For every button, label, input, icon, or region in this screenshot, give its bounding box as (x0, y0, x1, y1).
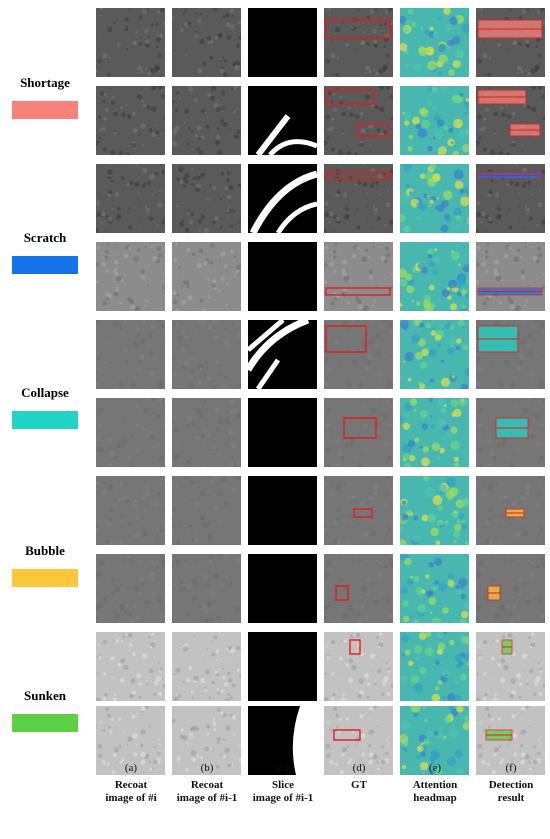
legend-swatch-bubble (12, 569, 78, 587)
legend-shortage: Shortage (0, 75, 90, 119)
legend-swatch-sunken (12, 714, 78, 732)
recoat-image-i (96, 476, 165, 545)
caption-col-a: (a) Recoat image of #i (105, 762, 157, 804)
slice-image (248, 242, 317, 311)
slice-image (248, 8, 317, 77)
attention-heatmap (400, 554, 469, 623)
slice-image (248, 398, 317, 467)
slice-image (248, 476, 317, 545)
legend-label-sunken: Sunken (24, 688, 66, 703)
gt-image (324, 164, 393, 233)
slice-image (248, 632, 317, 701)
slice-image (248, 164, 317, 233)
caption-col-f: (f) Detection result (488, 762, 534, 804)
attention-heatmap (400, 242, 469, 311)
attention-heatmap (400, 398, 469, 467)
recoat-image-i-minus-1 (172, 554, 241, 623)
detection-result (476, 706, 545, 775)
legend-swatch-shortage (12, 101, 78, 119)
detection-result (476, 86, 545, 155)
gt-image (324, 242, 393, 311)
detection-result (476, 8, 545, 77)
attention-heatmap (400, 476, 469, 545)
detection-result (476, 632, 545, 701)
detection-result (476, 554, 545, 623)
detection-result (476, 476, 545, 545)
detection-result (476, 398, 545, 467)
attention-heatmap (400, 632, 469, 701)
gt-image (324, 706, 393, 775)
recoat-image-i-minus-1 (172, 398, 241, 467)
attention-heatmap (400, 320, 469, 389)
caption-col-e: (e) Attention headmap (412, 762, 458, 804)
caption-col-d: (d) GT (351, 762, 367, 791)
recoat-image-i (96, 320, 165, 389)
recoat-image-i-minus-1 (172, 86, 241, 155)
gt-image (324, 86, 393, 155)
legend-label-shortage: Shortage (20, 75, 70, 90)
recoat-image-i-minus-1 (172, 320, 241, 389)
legend-bubble: Bubble (0, 543, 90, 587)
recoat-image-i-minus-1 (172, 8, 241, 77)
caption-col-c: (c) Slice image of #i-1 (252, 762, 314, 804)
caption-col-b: (b) Recoat image of #i-1 (176, 762, 238, 804)
detection-result (476, 242, 545, 311)
gt-image (324, 320, 393, 389)
recoat-image-i-minus-1 (172, 164, 241, 233)
slice-image (248, 554, 317, 623)
slice-image (248, 320, 317, 389)
recoat-image-i (96, 86, 165, 155)
recoat-image-i (96, 554, 165, 623)
recoat-image-i-minus-1 (172, 706, 241, 775)
legend-swatch-scratch (12, 256, 78, 274)
slice-image (248, 706, 317, 775)
attention-heatmap (400, 86, 469, 155)
legend-collapse: Collapse (0, 385, 90, 429)
gt-image (324, 554, 393, 623)
recoat-image-i-minus-1 (172, 476, 241, 545)
legend-swatch-collapse (12, 411, 78, 429)
attention-heatmap (400, 8, 469, 77)
legend-sunken: Sunken (0, 688, 90, 732)
attention-heatmap (400, 706, 469, 775)
slice-image (248, 86, 317, 155)
legend-label-collapse: Collapse (21, 385, 69, 400)
recoat-image-i (96, 706, 165, 775)
gt-image (324, 398, 393, 467)
detection-result (476, 320, 545, 389)
attention-heatmap (400, 164, 469, 233)
recoat-image-i (96, 164, 165, 233)
legend-label-bubble: Bubble (25, 543, 65, 558)
recoat-image-i (96, 242, 165, 311)
gt-image (324, 632, 393, 701)
recoat-image-i-minus-1 (172, 242, 241, 311)
recoat-image-i (96, 632, 165, 701)
gt-image (324, 476, 393, 545)
detection-result (476, 164, 545, 233)
recoat-image-i (96, 398, 165, 467)
gt-image (324, 8, 393, 77)
legend-label-scratch: Scratch (23, 230, 67, 245)
legend-scratch: Scratch (0, 230, 90, 274)
recoat-image-i (96, 8, 165, 77)
recoat-image-i-minus-1 (172, 632, 241, 701)
